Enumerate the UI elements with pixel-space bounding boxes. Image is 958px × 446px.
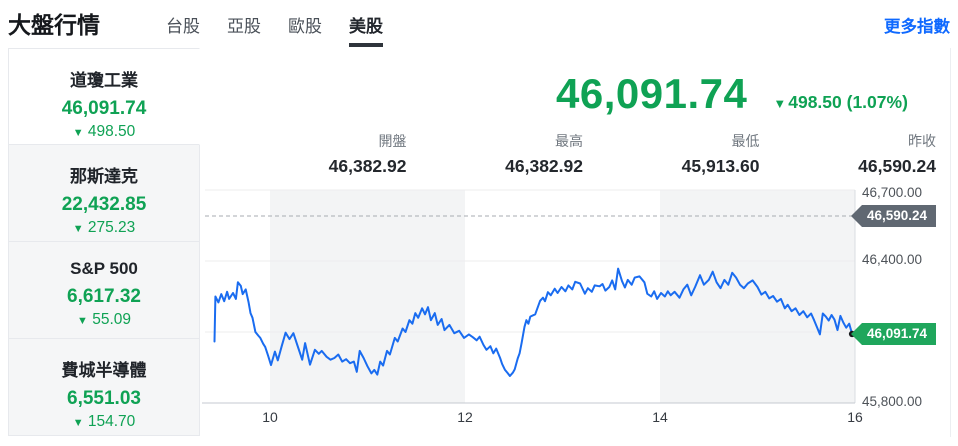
index-name: 那斯達克 [70,167,138,186]
stat-low: 最低 45,913.60 [583,131,760,177]
x-axis-label: 14 [652,409,668,425]
tab-asia-stocks[interactable]: 亞股 [227,17,261,36]
stat-label: 昨收 [908,133,936,149]
stat-open: 開盤 46,382.92 [230,131,407,177]
y-axis-label: 46,400.00 [862,252,923,267]
stat-prev-close: 昨收 46,590.24 [760,131,936,177]
sidebar-item-sp500[interactable]: S&P 500 6,617.32 ▼ 55.09 [8,242,200,339]
stat-high: 最高 46,382.92 [407,131,583,177]
x-axis-label: 12 [457,409,473,425]
sidebar-item-dow-jones[interactable]: 道瓊工業 46,091.74 ▼ 498.50 [8,48,200,145]
current-price: 46,091.74 [556,70,748,117]
price-change: ▼ 498.50 (1.07%) [773,92,908,113]
index-value: 6,617.32 [67,286,141,307]
market-tabs: 台股 亞股 歐股 美股 [166,12,383,47]
stat-label: 開盤 [378,133,407,149]
index-change: ▼ 275.23 [9,219,199,237]
stat-value: 46,382.92 [505,156,583,176]
down-arrow-icon: ▼ [72,127,84,139]
intraday-chart[interactable]: 46,700.00 46,400.00 45,800.00 46,590.24 … [200,185,958,443]
index-name: S&P 500 [70,259,138,278]
index-value: 6,551.03 [67,388,141,409]
x-axis-label: 16 [847,409,863,425]
index-change: ▼ 498.50 [9,123,199,141]
down-arrow-icon: ▼ [72,223,84,235]
index-change-value: 154.70 [87,413,136,430]
tab-us-stocks[interactable]: 美股 [349,12,383,47]
down-arrow-icon: ▼ [773,96,787,111]
index-change: ▼ 55.09 [9,311,199,329]
stat-value: 46,590.24 [858,156,936,176]
chart-canvas [202,189,856,404]
ohlc-row: 開盤 46,382.92 最高 46,382.92 最低 45,913.60 昨… [230,131,936,177]
tab-taiwan-stocks[interactable]: 台股 [166,17,200,36]
last-price-badge: 46,091.74 [851,322,937,345]
index-change-value: 275.23 [87,219,136,236]
index-value: 22,432.85 [61,194,147,215]
sidebar-item-nasdaq[interactable]: 那斯達克 22,432.85 ▼ 275.23 [8,145,200,242]
tab-europe-stocks[interactable]: 歐股 [288,17,322,36]
more-indices-link[interactable]: 更多指數 [884,18,950,36]
y-axis-label: 45,800.00 [862,394,923,409]
panel-right-border [950,48,951,437]
stat-label: 最高 [555,133,583,149]
quote-header: 46,091.74 ▼ 498.50 (1.07%) [556,70,908,117]
index-value: 46,091.74 [61,98,147,119]
index-change: ▼ 154.70 [9,413,199,431]
sidebar-item-sox[interactable]: 費城半導體 6,551.03 ▼ 154.70 [8,339,200,436]
page-title: 大盤行情 [8,12,100,38]
x-axis-label: 10 [262,409,278,425]
down-arrow-icon: ▼ [72,417,84,429]
stat-value: 45,913.60 [681,156,760,176]
stat-label: 最低 [731,133,760,149]
price-change-value: 498.50 (1.07%) [788,92,908,112]
index-change-value: 498.50 [87,123,136,140]
y-axis-label: 46,700.00 [862,185,923,200]
index-name: 費城半導體 [61,361,147,380]
index-sidebar: 道瓊工業 46,091.74 ▼ 498.50 那斯達克 22,432.85 ▼… [8,48,200,436]
index-change-value: 55.09 [92,311,131,328]
down-arrow-icon: ▼ [77,315,88,327]
index-name: 道瓊工業 [70,71,138,90]
prev-close-badge: 46,590.24 [851,204,937,227]
stat-value: 46,382.92 [328,156,407,176]
